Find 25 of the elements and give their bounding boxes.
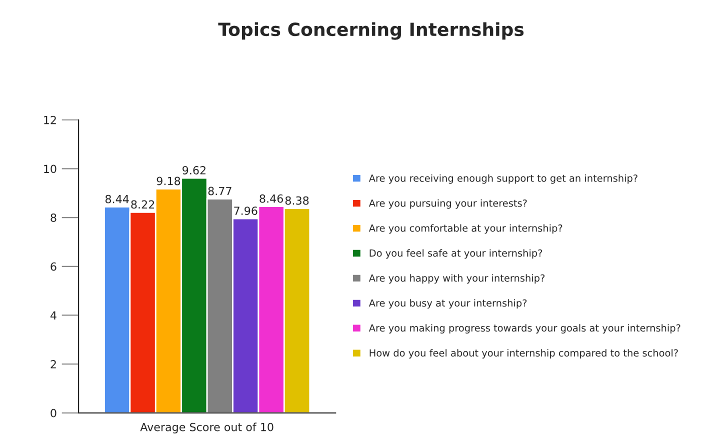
y-tick-label: 6 xyxy=(50,262,56,271)
legend-label: Do you feel safe at your internship? xyxy=(370,249,542,259)
legend-label: Are you receiving enough support to get an internship? xyxy=(368,174,638,184)
y-tick-label: 12 xyxy=(44,116,56,124)
data-label: 8.38 xyxy=(285,196,309,205)
data-label: 9.62 xyxy=(182,166,206,174)
data-label: 9.18 xyxy=(156,176,180,186)
data-label: 8.44 xyxy=(105,194,129,204)
data-label: 7.96 xyxy=(234,206,258,215)
legend-label: Are you pursuing your interests? xyxy=(368,199,527,209)
y-tick-label: 10 xyxy=(44,164,56,174)
legend-label: Are you busy at your internship? xyxy=(368,299,527,309)
data-label: 8.22 xyxy=(131,200,154,209)
y-tick-label: 0 xyxy=(50,408,56,418)
legend-label: Are you making progress towards your goals at your internship? xyxy=(368,324,680,334)
y-tick-label: 8 xyxy=(50,214,56,222)
legend-label: Are you comfortable at your internship? xyxy=(368,224,562,234)
legend-label: How do you feel about your internship compared to the school? xyxy=(370,349,678,358)
x-tick-label: Average Score out of 10 xyxy=(140,422,274,434)
legend-label: Are you happy with your internship? xyxy=(368,274,545,284)
chart-title: Topics Concerning Internships xyxy=(218,22,524,40)
data-label: 8.77 xyxy=(208,186,232,196)
y-tick-label: 4 xyxy=(50,311,56,320)
data-label: 8.46 xyxy=(260,194,283,203)
y-tick-label: 2 xyxy=(50,360,56,368)
